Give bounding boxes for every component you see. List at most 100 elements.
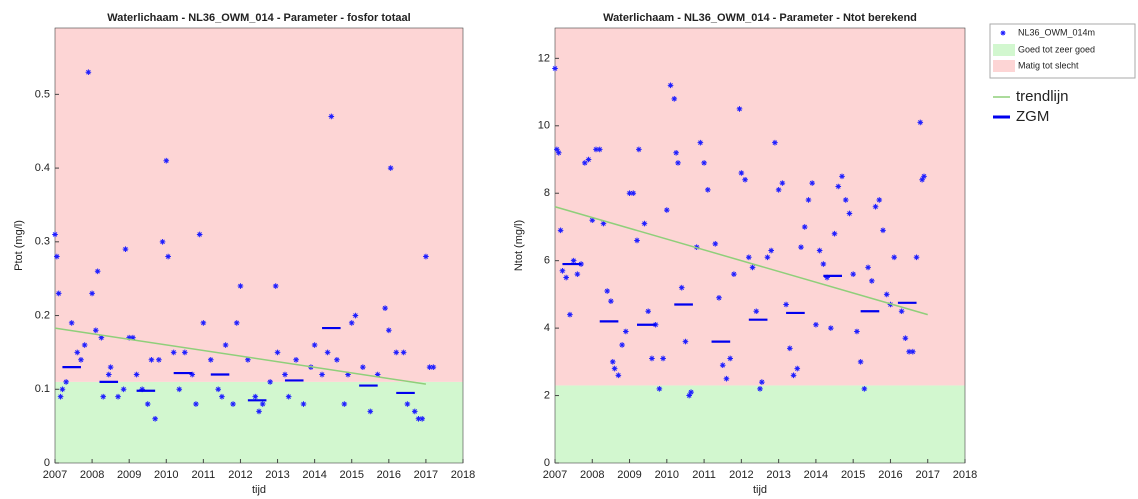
data-point xyxy=(563,274,569,281)
data-point xyxy=(626,190,633,197)
data-point xyxy=(630,190,637,197)
y-tick-label: 0.2 xyxy=(35,309,50,321)
data-point xyxy=(233,320,240,326)
data-point xyxy=(865,264,871,271)
data-point xyxy=(686,392,692,399)
x-tick-label: 2015 xyxy=(339,469,363,481)
data-point xyxy=(55,290,62,297)
data-point xyxy=(182,349,188,356)
data-point xyxy=(419,415,425,422)
data-point xyxy=(801,224,808,230)
data-point xyxy=(200,320,207,326)
data-point xyxy=(913,254,920,261)
data-point xyxy=(839,173,845,180)
y-tick-label: 6 xyxy=(544,255,550,267)
data-point xyxy=(311,342,318,348)
data-point xyxy=(245,356,251,363)
data-point xyxy=(787,345,793,352)
data-point xyxy=(57,393,64,400)
x-tick-label: 2013 xyxy=(265,469,289,481)
data-point xyxy=(876,197,883,203)
y-tick-label: 0 xyxy=(44,457,50,469)
data-point xyxy=(921,173,927,180)
x-tick-label: 2008 xyxy=(580,469,604,481)
data-point xyxy=(352,312,359,319)
y-tick-label: 0.5 xyxy=(35,88,50,100)
data-point xyxy=(854,328,860,335)
data-point xyxy=(582,160,588,166)
data-point xyxy=(656,386,663,392)
legend-label: NL36_OWM_014m xyxy=(1018,27,1095,37)
data-point xyxy=(63,379,69,385)
data-point xyxy=(805,197,812,203)
data-point xyxy=(697,139,704,146)
data-point xyxy=(252,393,259,400)
data-point xyxy=(716,294,722,301)
chart-title: Waterlichaam - NL36_OWM_014 - Parameter … xyxy=(603,12,917,24)
data-point xyxy=(94,268,101,275)
data-point xyxy=(126,334,132,341)
data-point xyxy=(423,253,429,260)
data-point xyxy=(678,284,685,291)
data-point xyxy=(156,356,162,363)
data-point xyxy=(170,349,177,356)
data-point xyxy=(891,254,897,261)
data-point xyxy=(259,401,266,407)
data-point xyxy=(593,146,599,153)
data-point xyxy=(578,261,584,267)
data-point xyxy=(883,291,890,298)
data-point xyxy=(608,298,614,304)
zone xyxy=(55,28,463,382)
data-point xyxy=(219,393,225,400)
data-point xyxy=(820,261,827,267)
plot-frame xyxy=(554,27,966,464)
data-point xyxy=(159,239,166,245)
data-point xyxy=(426,364,433,370)
data-point xyxy=(641,220,648,227)
data-point xyxy=(898,308,905,315)
data-point xyxy=(738,170,745,176)
data-point xyxy=(328,113,335,120)
data-point xyxy=(98,334,105,341)
trend-line xyxy=(54,327,427,385)
data-point xyxy=(570,257,577,264)
zone xyxy=(555,385,965,463)
data-point xyxy=(772,139,778,146)
data-point xyxy=(74,349,81,356)
data-point xyxy=(81,342,88,348)
y-tick-label: 4 xyxy=(544,322,550,334)
data-point xyxy=(636,146,642,153)
data-point xyxy=(688,389,694,395)
x-tick-label: 2016 xyxy=(377,469,401,481)
data-point xyxy=(386,327,392,334)
data-point xyxy=(790,372,797,379)
data-point xyxy=(552,65,558,72)
data-point xyxy=(272,283,279,289)
legend-label: trendlijn xyxy=(1016,88,1069,105)
x-tick-label: 2007 xyxy=(43,469,67,481)
legend-label: Goed tot zeer goed xyxy=(1018,44,1095,54)
data-point xyxy=(634,237,640,244)
data-point xyxy=(673,149,679,156)
data-point xyxy=(861,386,868,392)
y-tick-label: 8 xyxy=(544,187,550,199)
data-point xyxy=(319,371,325,378)
data-point xyxy=(757,386,763,392)
data-point xyxy=(148,356,155,363)
x-tick-label: 2013 xyxy=(766,469,790,481)
x-tick-label: 2011 xyxy=(192,469,216,481)
data-point xyxy=(850,271,856,277)
data-point xyxy=(753,308,760,315)
data-point xyxy=(237,283,244,289)
plot-frame xyxy=(54,27,464,464)
data-point xyxy=(842,197,849,203)
x-tick-label: 2010 xyxy=(655,469,679,481)
data-point xyxy=(857,359,864,365)
x-tick-label: 2016 xyxy=(878,469,902,481)
data-point xyxy=(615,372,622,379)
data-point xyxy=(107,364,114,370)
x-tick-label: 2018 xyxy=(953,469,977,481)
data-point xyxy=(393,349,400,356)
data-point xyxy=(623,328,629,335)
data-point xyxy=(775,187,782,193)
